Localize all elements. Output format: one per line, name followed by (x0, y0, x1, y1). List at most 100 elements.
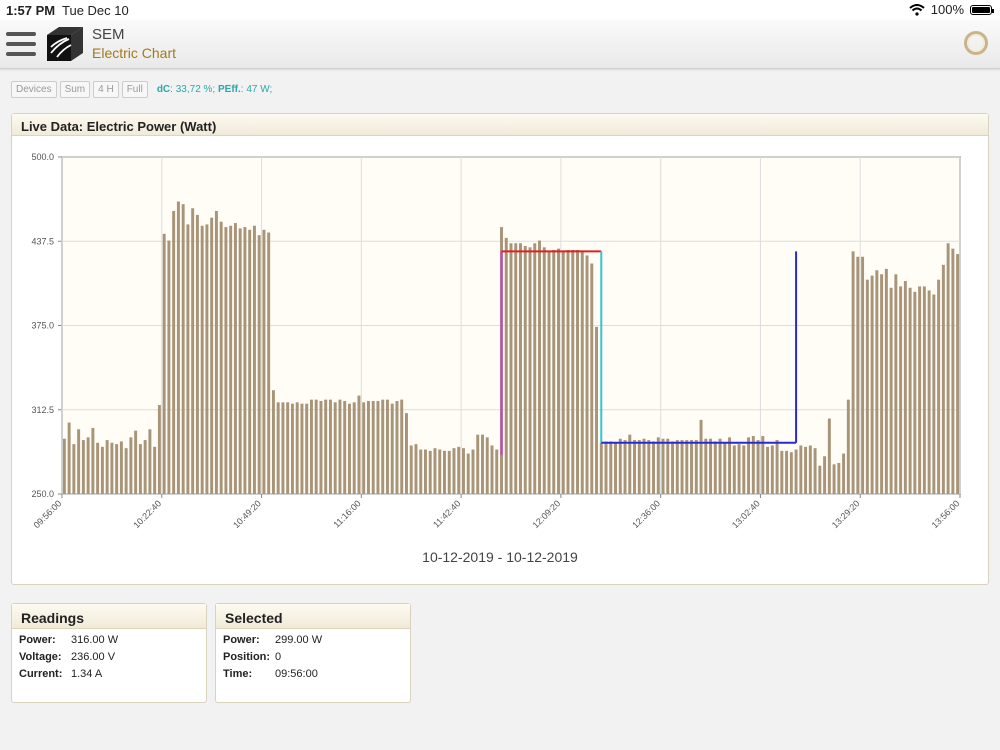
bar (281, 402, 285, 494)
bar (837, 462, 841, 494)
bar (813, 448, 817, 494)
bar (652, 441, 656, 494)
bar (381, 399, 385, 494)
bar (561, 251, 565, 494)
bar (642, 438, 646, 494)
bar (509, 243, 513, 494)
bar (519, 243, 522, 494)
x-tick-label: 12:36:00 (630, 498, 662, 530)
bar (481, 434, 484, 494)
chart-panel-title: Live Data: Electric Power (Watt) (12, 114, 988, 136)
stats-readout: dC: 33,72 %; PEff.: 47 W; (157, 84, 272, 95)
menu-icon[interactable] (6, 32, 36, 58)
bar (91, 427, 95, 494)
bar (614, 442, 618, 494)
power-value: 316.00 W (71, 634, 119, 646)
bar (851, 251, 855, 494)
bar (780, 450, 784, 494)
bar (557, 248, 560, 494)
bar (466, 453, 470, 494)
bar (713, 441, 717, 494)
bar (462, 448, 465, 494)
bar (181, 204, 185, 494)
bar (229, 225, 233, 495)
bar (718, 438, 722, 494)
bar (880, 274, 884, 494)
bar (248, 229, 252, 494)
bar (105, 440, 109, 494)
bar (637, 440, 641, 494)
selected-position-value: 0 (275, 651, 282, 663)
bar (927, 290, 931, 494)
bar (766, 446, 770, 494)
bar (62, 438, 66, 494)
bar (210, 217, 214, 494)
4h-button[interactable]: 4 H (93, 80, 119, 98)
bar (542, 247, 546, 494)
bar (328, 399, 332, 494)
bar (390, 403, 394, 494)
bar (452, 448, 456, 494)
bar (751, 436, 755, 494)
bar (699, 419, 703, 494)
bar (618, 438, 622, 494)
bar (514, 243, 518, 494)
y-tick-label: 437.5 (31, 236, 54, 246)
bar (533, 243, 537, 494)
y-tick-label: 500.0 (31, 152, 54, 162)
bar (823, 456, 827, 494)
bar (932, 294, 936, 494)
bar (661, 438, 665, 494)
bar (903, 281, 907, 494)
bar (628, 434, 632, 494)
bar (443, 450, 446, 494)
x-tick-label: 11:42:40 (431, 498, 462, 529)
bar (922, 286, 926, 494)
battery-icon (970, 4, 994, 15)
bar (357, 395, 361, 494)
bar (599, 442, 603, 494)
sum-button[interactable]: Sum (59, 80, 91, 98)
bar (347, 403, 351, 494)
status-time: 1:57 PM (6, 3, 56, 18)
bar (267, 232, 271, 494)
bar (200, 225, 204, 495)
bar (96, 442, 100, 494)
devices-button[interactable]: Devices (11, 80, 57, 98)
bar (67, 422, 71, 494)
bar (409, 445, 413, 494)
bar (894, 274, 898, 494)
bar (447, 450, 451, 494)
bar (224, 227, 228, 494)
x-tick-label: 10:49:20 (231, 498, 263, 530)
bar (775, 440, 779, 494)
bar (747, 437, 751, 494)
bar (856, 256, 860, 494)
bar (690, 440, 694, 494)
bar (338, 399, 342, 494)
bar (385, 399, 389, 494)
bar (704, 438, 708, 494)
bar (167, 240, 171, 494)
bar (827, 418, 831, 494)
readings-row: Current: 1.34 A (19, 668, 206, 680)
bar (134, 430, 138, 494)
selected-row: Position: 0 (223, 651, 410, 663)
bar (428, 450, 432, 494)
bar (846, 399, 850, 494)
bar (371, 400, 375, 494)
settings-ring-icon[interactable] (964, 31, 988, 55)
full-button[interactable]: Full (121, 80, 148, 98)
status-right: 100% (909, 2, 994, 17)
bar (908, 287, 912, 494)
bar (395, 400, 399, 494)
bar (457, 446, 461, 494)
bar (490, 445, 494, 494)
selected-position-label: Position: (223, 651, 271, 663)
power-chart[interactable]: 500.0 437.5 375.0 312.5 250.009:56:00 10:22:4… (12, 137, 988, 542)
bar (162, 233, 166, 494)
bar (528, 247, 532, 494)
bar (366, 400, 370, 494)
bar (295, 402, 299, 494)
dc-value: : 33,72 %; (170, 83, 216, 95)
